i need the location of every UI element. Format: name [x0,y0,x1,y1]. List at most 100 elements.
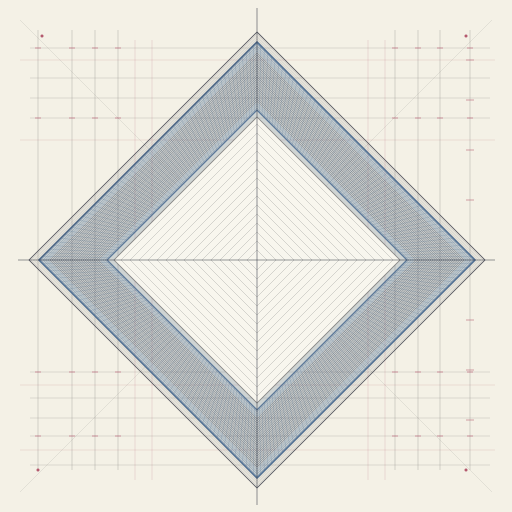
band-cross-stroke [60,238,123,246]
band-cross-stroke [299,367,319,417]
band-cross-stroke [176,354,203,399]
band-cross-stroke [195,367,215,417]
band-cross-stroke [361,194,410,216]
band-cross-stroke [304,362,327,410]
band-cross-stroke [291,374,309,428]
band-cross-stroke [349,176,392,203]
band-cross-stroke [93,205,145,223]
band-cross-stroke [57,272,120,279]
band-cross-stroke [46,264,113,268]
band-cross-stroke [107,307,155,330]
band-cross-stroke [334,332,370,366]
band-cross-stroke [274,67,283,128]
band-cross-stroke [49,267,115,272]
band-cross-stroke [118,179,163,206]
band-cross-stroke [173,352,200,395]
band-cross-stroke [281,384,294,442]
band-cross-stroke [144,332,180,366]
corner-dot [40,34,44,38]
band-cross-stroke [151,147,185,183]
band-cross-stroke [364,198,414,218]
band-cross-stroke [169,349,198,391]
band-cross-stroke [399,248,465,253]
band-cross-stroke [42,256,110,258]
band-cross-stroke [209,377,225,431]
band-cross-stroke [369,297,421,315]
band-cross-stroke [155,339,188,377]
band-cross-stroke [394,241,457,248]
corner-dot [464,468,468,472]
band-cross-stroke [309,357,334,402]
band-cross-stroke [371,294,425,312]
band-cross-stroke [389,234,450,243]
band-cross-stroke [68,279,128,290]
band-cross-stroke [269,397,276,460]
band-cross-stroke [304,110,327,158]
band-cross-stroke [198,369,218,420]
band-cross-stroke [224,74,235,133]
band-cross-stroke [336,158,374,191]
band-cross-stroke [296,369,316,420]
band-cross-stroke [205,92,223,146]
band-cross-stroke [78,219,135,233]
band-cross-stroke [53,245,118,251]
band-cross-stroke [126,319,168,348]
band-cross-stroke [369,205,421,223]
band-cross-stroke [346,172,388,201]
band-cross-stroke [100,198,150,218]
band-cross-stroke [93,297,145,315]
band-cross-stroke [261,404,265,471]
band-cross-stroke [344,169,385,198]
band-cross-stroke [238,397,245,460]
band-cross-stroke [276,71,287,131]
band-cross-stroke [309,118,334,163]
band-cross-stroke [379,287,436,301]
band-cross-stroke [306,114,330,161]
band-cross-stroke [180,357,205,402]
band-cross-stroke [253,407,255,475]
corner-dot [36,468,40,472]
band-cross-stroke [166,132,195,173]
band-cross-stroke [231,67,240,128]
band-cross-stroke [279,74,290,133]
band-cross-stroke [209,89,225,143]
band-cross-stroke [311,354,338,399]
band-cross-stroke [391,238,454,246]
band-cross-stroke [140,158,178,191]
band-cross-stroke [289,89,305,143]
band-cross-stroke [115,312,160,337]
band-cross-stroke [401,252,468,256]
band-cross-stroke [271,394,279,457]
band-cross-stroke [235,63,243,126]
band-cross-stroke [299,103,319,153]
band-cross-stroke [259,45,261,113]
band-cross-stroke [220,384,233,442]
band-cross-stroke [249,49,253,116]
band-cross-stroke [394,272,457,279]
band-cross-stroke [384,227,443,238]
band-cross-stroke [133,324,173,355]
band-cross-stroke [191,107,213,156]
band-cross-stroke [198,100,218,151]
band-cross-stroke [316,129,345,171]
band-cross-stroke [129,322,170,351]
band-cross-stroke [296,100,316,151]
band-cross-stroke [336,329,374,362]
band-cross-stroke [162,344,193,384]
band-cross-stroke [227,389,238,449]
band-cross-stroke [71,227,130,238]
band-cross-stroke [314,125,341,168]
band-cross-stroke [78,287,135,301]
band-cross-stroke [264,52,269,118]
band-cross-stroke [286,85,301,141]
band-cross-stroke [291,92,309,146]
band-cross-stroke [245,52,250,118]
band-cross-stroke [384,282,443,293]
band-cross-stroke [166,347,195,388]
band-cross-stroke [133,165,173,196]
band-cross-stroke [104,304,153,326]
band-cross-stroke [366,299,417,319]
band-cross-stroke [286,379,301,435]
